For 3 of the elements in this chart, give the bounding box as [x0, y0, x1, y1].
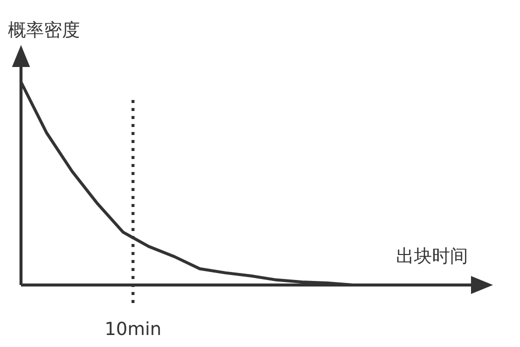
y-axis-title: 概率密度	[8, 20, 80, 41]
x-axis-title: 出块时间	[396, 246, 468, 267]
text: 10min	[104, 319, 162, 340]
